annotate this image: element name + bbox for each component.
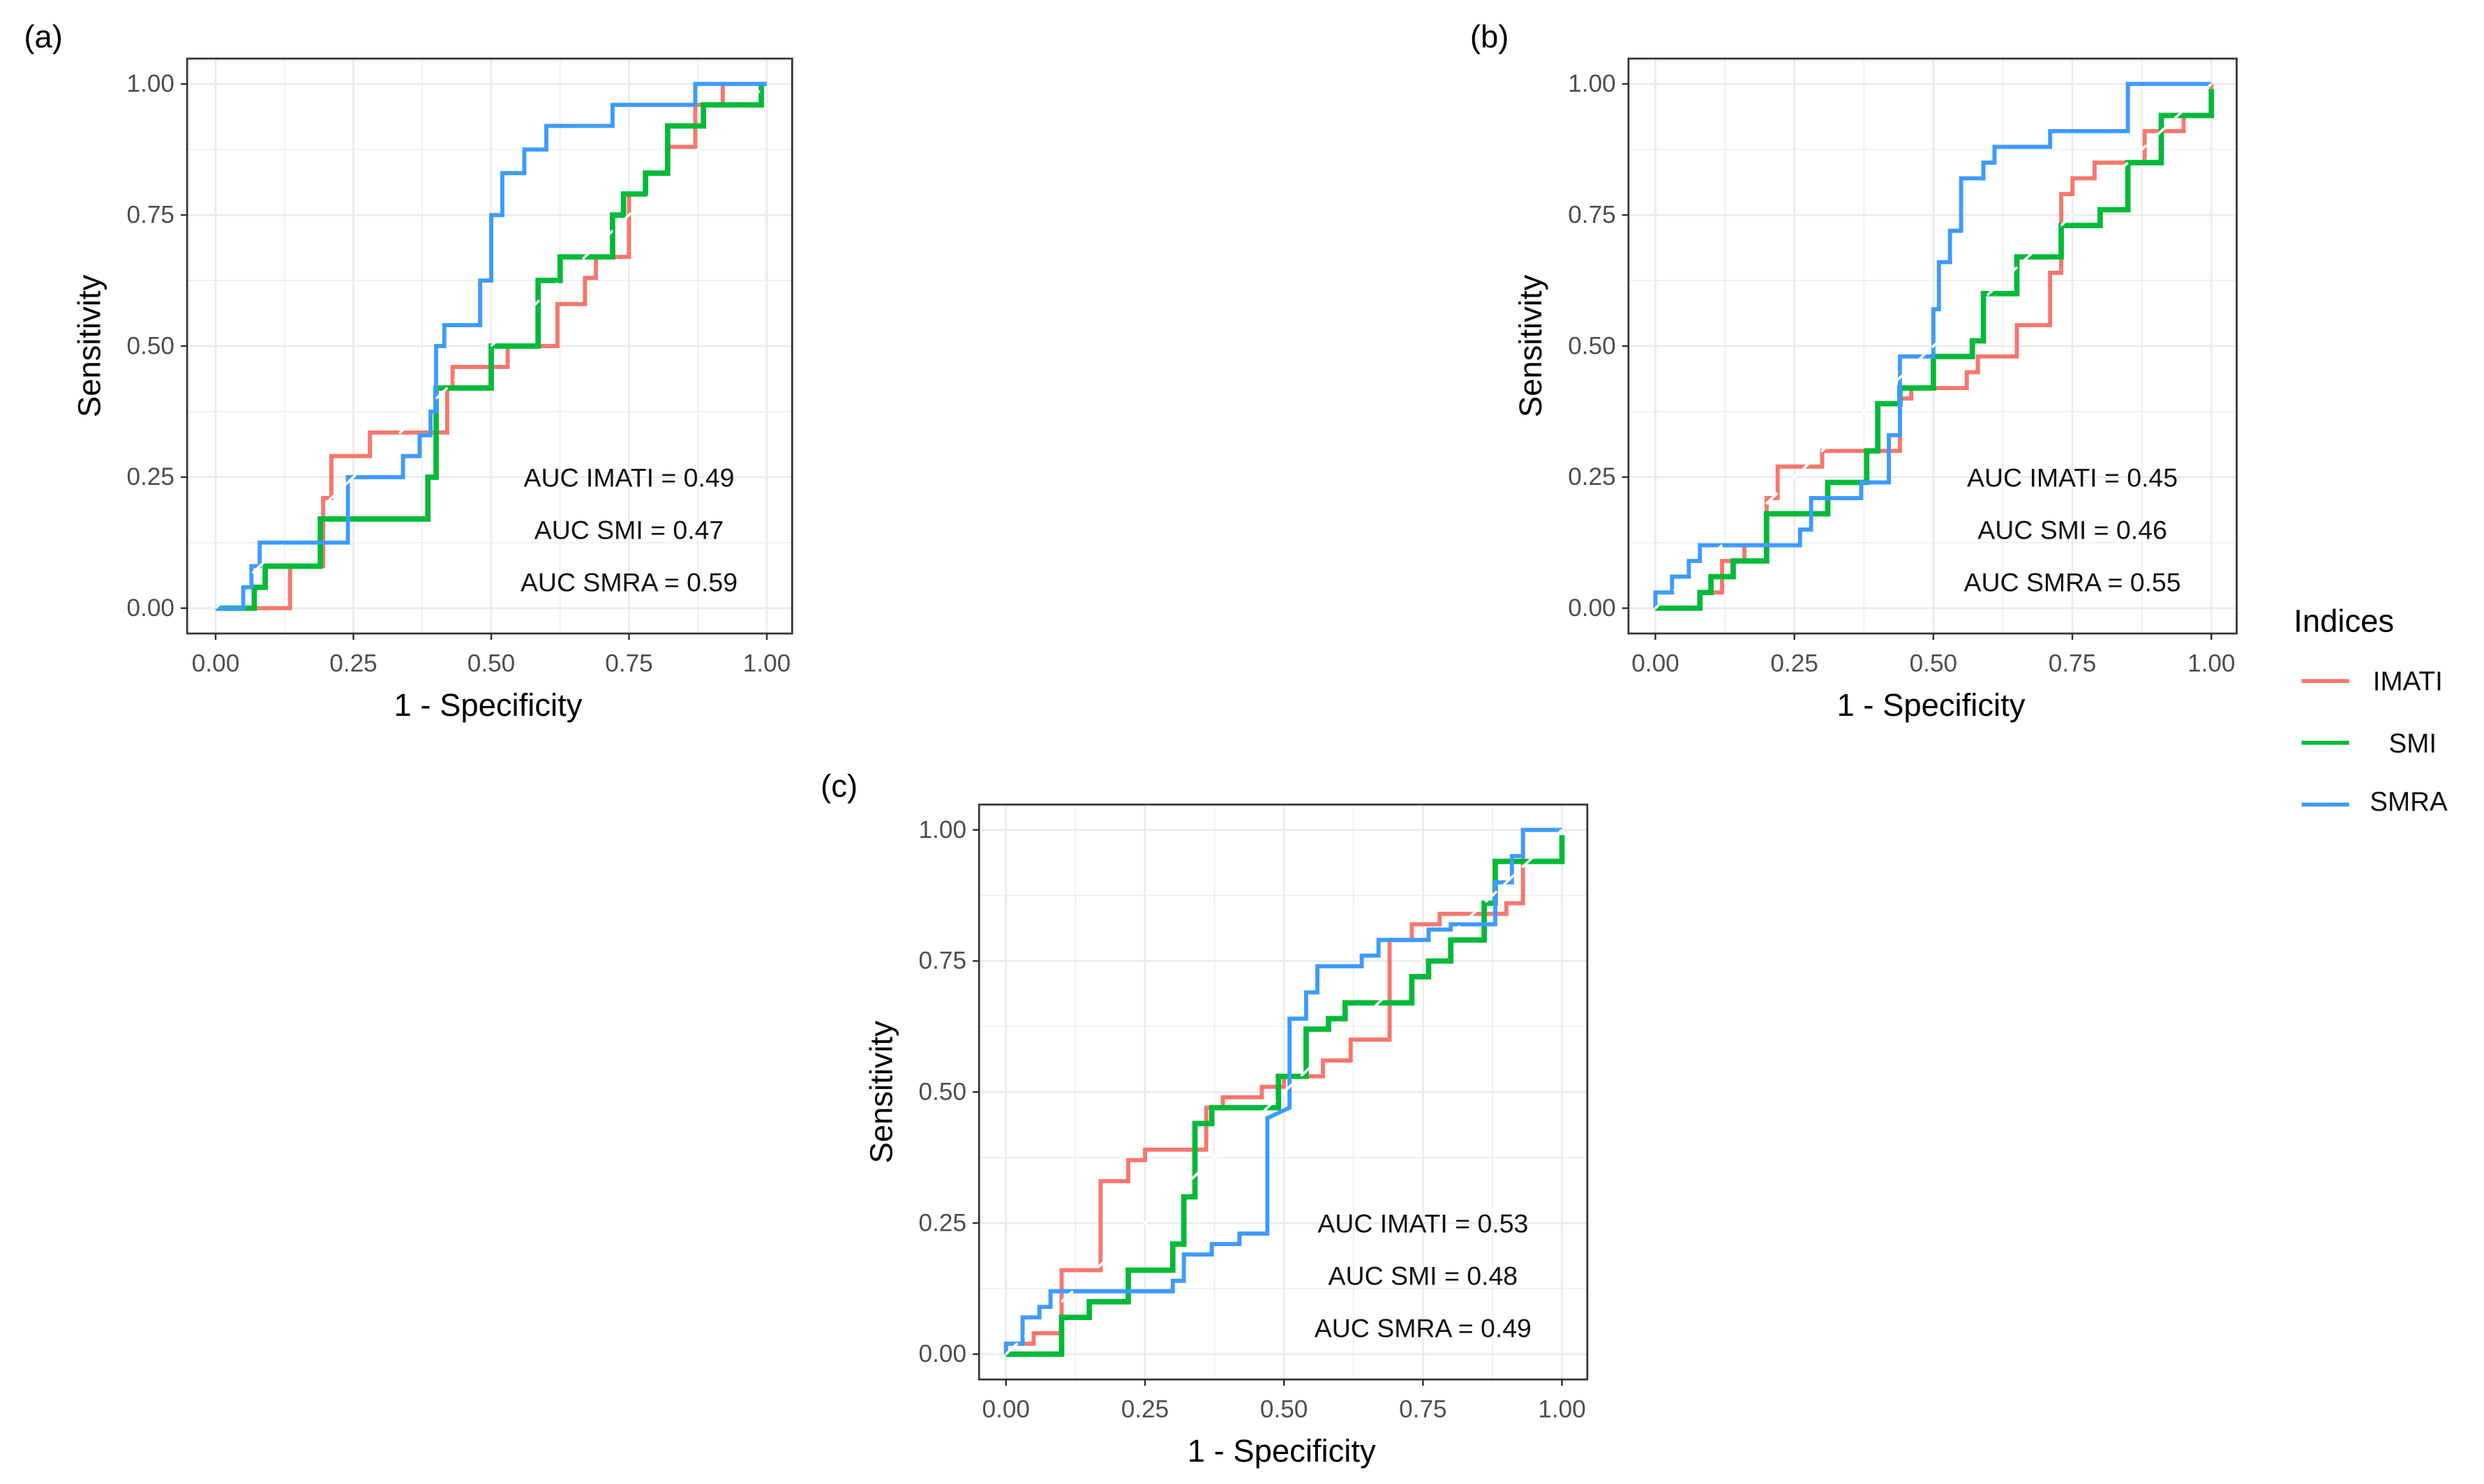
y-tick-label: 0.50 [919, 1079, 966, 1106]
panel-label: (b) [1470, 19, 1509, 54]
x-tick-label: 0.25 [1121, 1396, 1169, 1423]
x-tick-label: 1.00 [743, 650, 791, 677]
roc-curve-smra [1003, 827, 1562, 1354]
reference-diagonal [1005, 829, 1563, 1356]
y-tick-label: 0.50 [127, 332, 174, 359]
x-tick-label: 0.50 [1260, 1396, 1308, 1423]
y-tick-label: 1.00 [1568, 70, 1615, 98]
x-tick-label: 0.00 [982, 1396, 1030, 1423]
y-tick-label: 0.50 [1568, 332, 1615, 359]
x-axis-title: 1 - Specificity [394, 687, 583, 723]
legend-item-smra: SMRA [2301, 787, 2448, 817]
roc-curve-smi [1655, 89, 2215, 611]
x-tick-label: 0.75 [605, 650, 652, 677]
legend-item-imati: IMATI [2301, 667, 2443, 697]
x-tick-label: 0.00 [1631, 650, 1679, 677]
x-axis-title: 1 - Specificity [1188, 1433, 1376, 1469]
y-tick-label: 1.00 [919, 816, 966, 844]
auc-annotation: AUC SMRA = 0.55 [1964, 567, 2181, 597]
reference-diagonal [1654, 82, 2213, 610]
y-tick-label: 0.00 [1568, 594, 1615, 622]
roc-curve-smra [1653, 82, 2212, 608]
y-axis-title: Sensitivity [863, 1021, 899, 1164]
roc-panel-a: 0.00 0.25 0.50 0.75 1.00 0.00 0.25 0.50 0.75 1.00… [24, 19, 793, 723]
x-tick-label: 0.50 [467, 650, 515, 677]
roc-curve-imati [1003, 827, 1562, 1354]
y-axis-title: Sensitivity [71, 275, 107, 418]
auc-annotation: AUC SMI = 0.46 [1977, 515, 2167, 544]
x-tick-label: 1.00 [2187, 650, 2235, 677]
panel-label: (c) [821, 768, 858, 804]
y-tick-label: 0.25 [127, 463, 174, 490]
auc-annotation: AUC IMATI = 0.49 [523, 463, 734, 492]
y-tick-label: 0.00 [127, 594, 174, 622]
roc-curve-smi [216, 84, 764, 611]
y-tick-label: 1.00 [127, 70, 174, 98]
legend-label-smra: SMRA [2370, 787, 2448, 817]
roc-panel-b: 0.00 0.25 0.50 0.75 1.00 0.00 0.25 0.50 0.75 1.00… [1470, 19, 2238, 723]
x-tick-label: 0.75 [1399, 1396, 1446, 1423]
y-axis-title: Sensitivity [1513, 275, 1548, 418]
legend-item-smi: SMI [2301, 728, 2437, 758]
auc-annotation: AUC SMI = 0.48 [1329, 1261, 1518, 1291]
x-axis-title: 1 - Specificity [1837, 687, 2026, 723]
legend-label-imati: IMATI [2373, 667, 2443, 697]
y-tick-label: 0.75 [1568, 202, 1615, 229]
x-tick-label: 0.25 [329, 650, 377, 677]
y-tick-label: 0.75 [127, 202, 174, 229]
roc-panel-c: 0.00 0.25 0.50 0.75 1.00 0.00 0.25 0.50 0.75 1.00… [821, 768, 1589, 1469]
y-tick-label: 0.75 [919, 947, 966, 975]
auc-annotation: AUC SMI = 0.47 [534, 515, 724, 544]
auc-annotation: AUC SMRA = 0.59 [521, 567, 738, 597]
x-tick-label: 0.25 [1770, 650, 1818, 677]
auc-annotation: AUC IMATI = 0.53 [1317, 1209, 1528, 1238]
roc-curve-smi [1005, 834, 1565, 1357]
x-tick-label: 0.50 [1910, 650, 1957, 677]
auc-annotation: AUC SMRA = 0.49 [1315, 1313, 1532, 1342]
legend-title: Indices [2294, 604, 2394, 639]
y-tick-label: 0.00 [919, 1340, 966, 1367]
roc-curve-smra [216, 82, 767, 610]
y-tick-label: 0.25 [1568, 463, 1615, 490]
auc-annotation: AUC IMATI = 0.45 [1967, 463, 2178, 492]
panel-label: (a) [24, 19, 62, 54]
x-tick-label: 0.00 [192, 650, 239, 677]
legend-label-smi: SMI [2388, 728, 2437, 758]
legend: Indices IMATI SMI SMRA [2294, 604, 2448, 818]
y-tick-label: 0.25 [919, 1209, 966, 1236]
x-tick-label: 1.00 [1538, 1396, 1585, 1423]
reference-diagonal [214, 82, 768, 609]
x-tick-label: 0.75 [2049, 650, 2096, 677]
